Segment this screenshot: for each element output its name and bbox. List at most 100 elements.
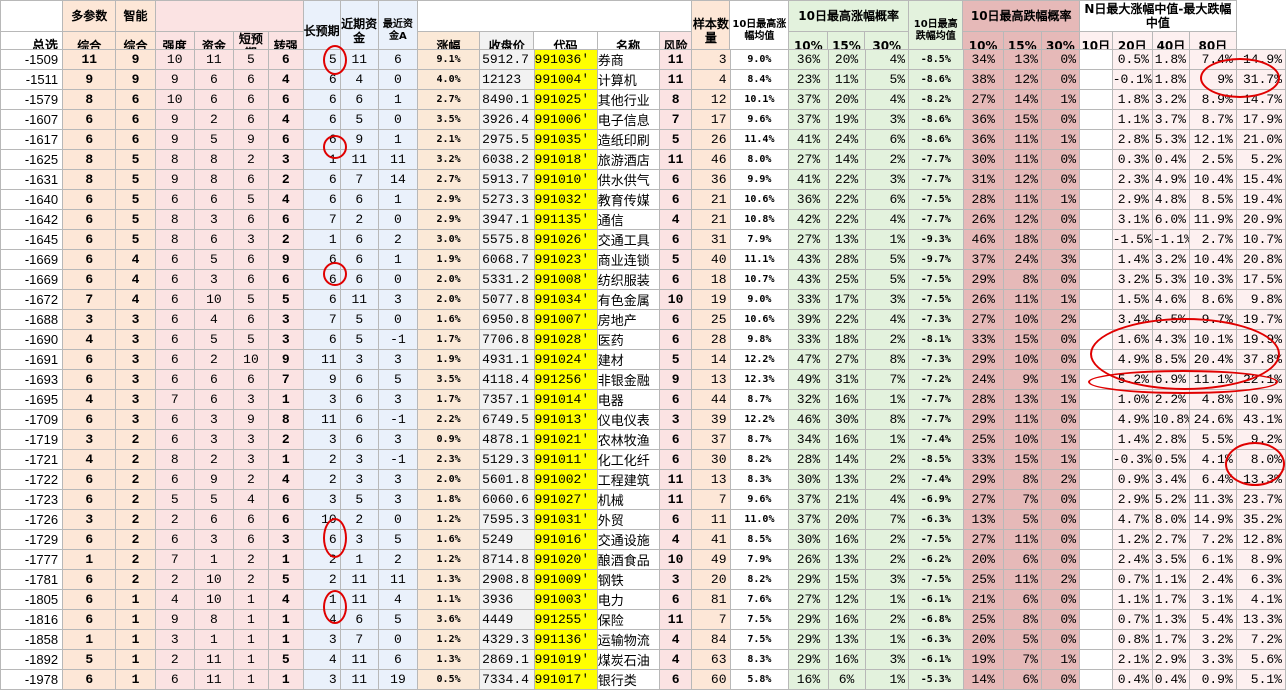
cell-fall-10[interactable]: 24% [962, 369, 1004, 390]
cell-change[interactable]: 2.9% [417, 209, 481, 230]
cell-change[interactable]: 2.3% [417, 449, 481, 470]
cell-recent-funds[interactable]: 6 [339, 389, 379, 410]
cell-turn-strong[interactable]: 6 [267, 49, 304, 70]
row-label[interactable]: -1719 [0, 429, 64, 450]
row-label[interactable]: -1579 [0, 89, 64, 110]
cell-risk[interactable]: 10 [658, 289, 693, 310]
cell-d40[interactable]: 10.4% [1188, 249, 1237, 270]
cell-rise-15[interactable]: 22% [827, 309, 866, 330]
cell-short-predict[interactable]: 2 [233, 469, 269, 490]
cell-fall-10[interactable]: 21% [962, 589, 1004, 610]
cell-strength[interactable]: 6 [154, 429, 195, 450]
cell-recent-funds[interactable]: 3 [339, 449, 379, 470]
cell-name[interactable]: 教育传媒 [596, 189, 660, 210]
cell-turn-strong[interactable]: 1 [267, 609, 304, 630]
cell-rise-10[interactable]: 28% [788, 449, 829, 470]
cell-rise-10[interactable]: 36% [788, 49, 829, 70]
cell-composite-1[interactable]: 6 [62, 229, 117, 250]
cell-rise-30[interactable]: 3% [864, 109, 910, 130]
cell-rise-15[interactable]: 13% [827, 469, 866, 490]
cell-rise-15[interactable]: 20% [827, 49, 866, 70]
table-row[interactable]: -1625 8 5 8 8 2 3 1 11 11 3.2% 6038.2 991018' 旅游酒店 11 4… [0, 149, 1286, 170]
cell-composite-1[interactable]: 5 [62, 649, 117, 670]
cell-d10[interactable]: 1.2% [1111, 529, 1153, 550]
row-label[interactable]: -1729 [0, 529, 64, 550]
table-row[interactable]: -1729 6 2 6 3 6 3 6 3 5 1.6% 5249 991016' 交通设施 4 41 8.5%… [0, 529, 1286, 550]
cell-fall-30[interactable]: 0% [1040, 549, 1081, 570]
cell-strength[interactable]: 7 [154, 549, 195, 570]
cell-d10[interactable]: 2.4% [1111, 549, 1153, 570]
cell-rise-15[interactable]: 25% [827, 269, 866, 290]
cell-d10[interactable]: 4.9% [1111, 409, 1153, 430]
cell-fall-10[interactable]: 29% [962, 269, 1004, 290]
cell-recent-funds[interactable]: 6 [339, 229, 379, 250]
cell-rise-30[interactable]: 1% [864, 389, 910, 410]
cell-turn-strong[interactable]: 6 [267, 129, 304, 150]
table-row[interactable]: -1640 6 5 6 6 5 4 6 6 1 2.9% 5273.3 991032' 教育传媒 6 21 10… [0, 189, 1286, 210]
cell-d40[interactable]: 10.1% [1188, 329, 1237, 350]
cell-d40[interactable]: 11.3% [1188, 489, 1237, 510]
cell-composite-1[interactable]: 3 [62, 429, 117, 450]
cell-fall-30[interactable]: 0% [1040, 49, 1081, 70]
cell-d80[interactable]: 14.9% [1235, 49, 1286, 70]
cell-avg-fall[interactable]: -7.3% [908, 309, 964, 330]
cell-rise-10[interactable]: 30% [788, 469, 829, 490]
cell-d40[interactable]: 4.1% [1188, 449, 1237, 470]
cell-risk[interactable]: 6 [658, 189, 693, 210]
cell-samples[interactable]: 44 [691, 389, 731, 410]
cell-fall-10[interactable]: 20% [962, 629, 1004, 650]
cell-fall-10[interactable]: 14% [962, 669, 1004, 690]
cell-fall-10[interactable]: 20% [962, 549, 1004, 570]
row-label[interactable]: -1858 [0, 629, 64, 650]
cell-code[interactable]: 991010' [533, 169, 598, 190]
cell-fall-15[interactable]: 6% [1002, 589, 1042, 610]
cell-rise-15[interactable]: 16% [827, 529, 866, 550]
cell-d40[interactable]: 8.5% [1188, 189, 1237, 210]
cell-close[interactable]: 5913.7 [479, 169, 535, 190]
cell-turn-strong[interactable]: 3 [267, 529, 304, 550]
cell-code[interactable]: 991135' [533, 209, 598, 230]
cell-d20[interactable]: 3.7% [1151, 109, 1190, 130]
cell-fall-10[interactable]: 28% [962, 389, 1004, 410]
cell-rise-30[interactable]: 1% [864, 429, 910, 450]
cell-long-predict[interactable]: 3 [302, 429, 341, 450]
cell-funds[interactable]: 6 [193, 369, 235, 390]
cell-avg-fall[interactable]: -7.7% [908, 389, 964, 410]
cell-name[interactable]: 券商 [596, 49, 660, 70]
cell-code[interactable]: 991035' [533, 129, 598, 150]
cell-long-predict[interactable]: 6 [302, 69, 341, 90]
cell-fall-10[interactable]: 29% [962, 469, 1004, 490]
cell-samples[interactable]: 18 [691, 269, 731, 290]
cell-change[interactable]: 9.1% [417, 49, 481, 70]
cell-d40[interactable]: 3.2% [1188, 629, 1237, 650]
table-row[interactable]: -1695 4 3 7 6 3 1 3 6 3 1.7% 7357.1 991014' 电器 6 44 8.7%… [0, 389, 1286, 410]
cell-composite-2[interactable]: 6 [115, 129, 156, 150]
cell-samples[interactable]: 37 [691, 429, 731, 450]
cell-recent-funds[interactable]: 11 [339, 49, 379, 70]
cell-rise-30[interactable]: 2% [864, 549, 910, 570]
cell-d80[interactable]: 15.4% [1235, 169, 1286, 190]
cell-risk[interactable]: 6 [658, 309, 693, 330]
cell-d80[interactable]: 8.9% [1235, 549, 1286, 570]
cell-composite-2[interactable]: 2 [115, 449, 156, 470]
cell-close[interactable]: 4329.3 [479, 629, 535, 650]
cell-d10[interactable]: 1.4% [1111, 249, 1153, 270]
cell-close[interactable]: 7595.3 [479, 509, 535, 530]
cell-d80[interactable]: 21.0% [1235, 129, 1286, 150]
cell-short-predict[interactable]: 5 [233, 49, 269, 70]
cell-d10[interactable]: 0.8% [1111, 629, 1153, 650]
cell-samples[interactable]: 26 [691, 129, 731, 150]
cell-close[interactable]: 2908.8 [479, 569, 535, 590]
cell-funds[interactable]: 6 [193, 509, 235, 530]
cell-short-predict[interactable]: 1 [233, 609, 269, 630]
cell-avg-rise[interactable]: 12.3% [729, 369, 790, 390]
cell-turn-strong[interactable]: 3 [267, 149, 304, 170]
row-label[interactable]: -1607 [0, 109, 64, 130]
cell-funds[interactable]: 3 [193, 529, 235, 550]
table-row[interactable]: -1858 1 1 3 1 1 1 3 7 0 1.2% 4329.3 991136' 运输物流 4 84 7.… [0, 629, 1286, 650]
cell-samples[interactable]: 28 [691, 329, 731, 350]
cell-close[interactable]: 8714.8 [479, 549, 535, 570]
header-max-fall-prob[interactable]: 10日最高跌幅概率 [962, 0, 1080, 32]
cell-composite-2[interactable]: 3 [115, 309, 156, 330]
cell-close[interactable]: 6749.5 [479, 409, 535, 430]
